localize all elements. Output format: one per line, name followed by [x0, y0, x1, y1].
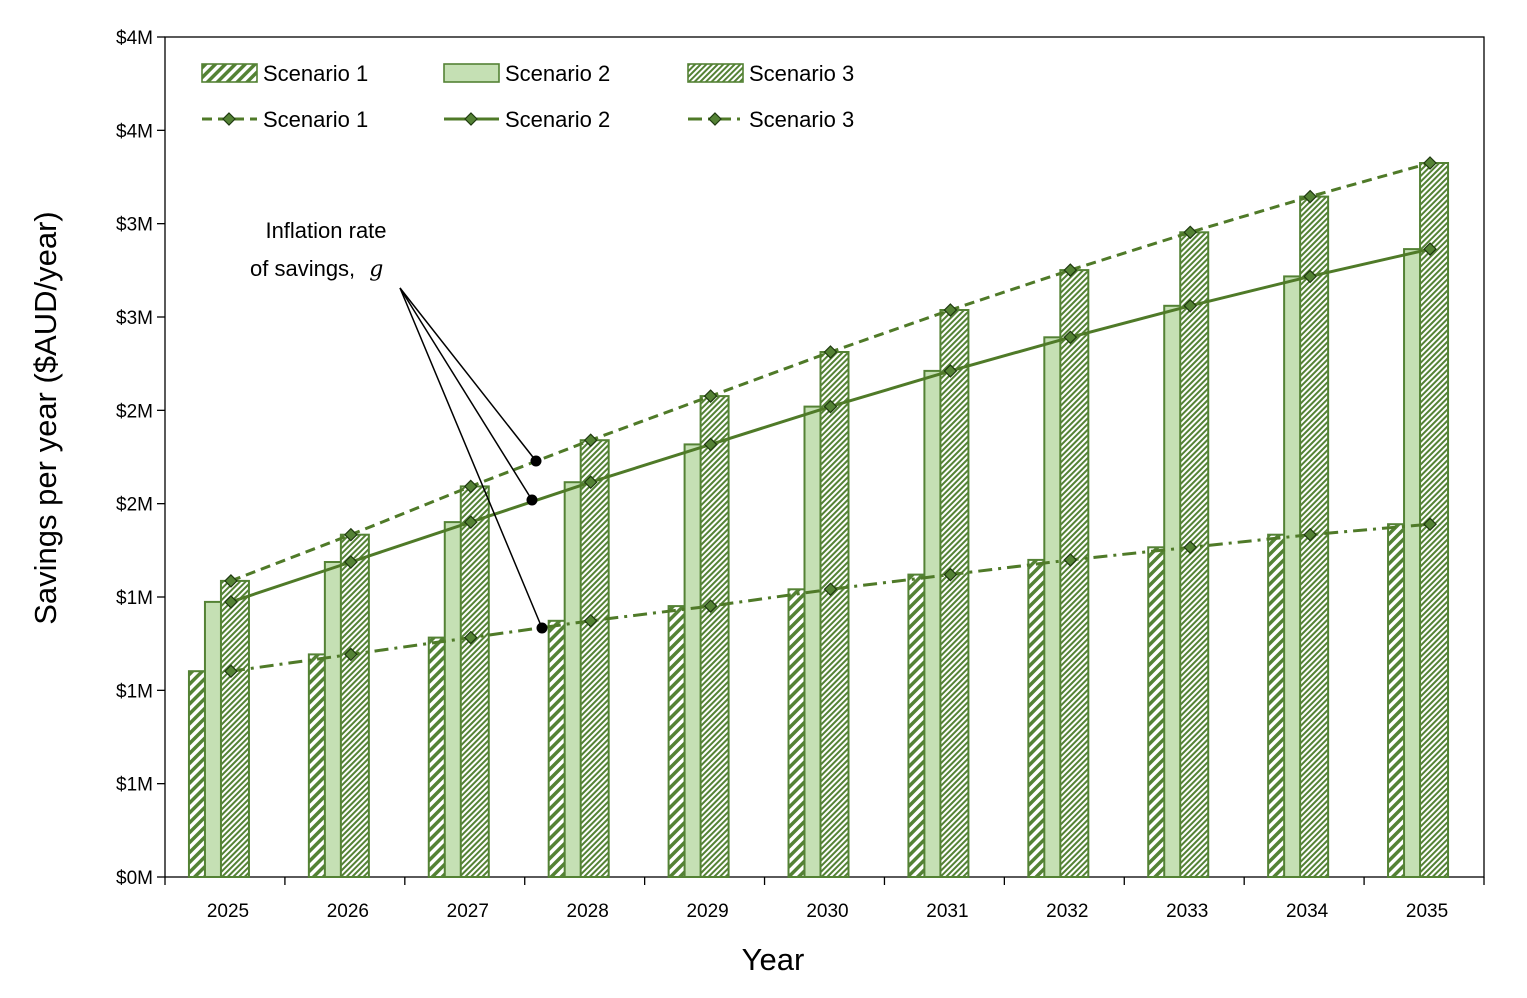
- x-tick-label: 2026: [327, 901, 369, 922]
- marker-3-2026: [344, 647, 358, 662]
- annotation-dot-3: [536, 622, 548, 634]
- legend-marker-2: [464, 112, 478, 126]
- bar-3-2033: [1179, 231, 1210, 879]
- x-axis-title: Year: [742, 942, 805, 977]
- line-scenario-3: [230, 522, 1431, 673]
- marker-2-2032: [1063, 330, 1078, 345]
- y-tick-label: $1M: [116, 681, 153, 702]
- y-axis-title: Savings per year ($AUD/year): [28, 211, 63, 625]
- marker-2-2031: [943, 364, 958, 378]
- marker-1-2030: [823, 345, 838, 359]
- marker-1-2032: [1063, 263, 1078, 277]
- x-tick-label: 2035: [1406, 901, 1448, 922]
- marker-1-2028: [583, 433, 598, 448]
- legend-label-bar-2: Scenario 2: [505, 61, 610, 86]
- marker-1-2026: [344, 527, 358, 542]
- y-tick-label: $2M: [116, 401, 153, 422]
- y-tick-label: $1M: [116, 775, 153, 796]
- x-tick-label: 2025: [207, 901, 249, 922]
- legend-label-bar-1: Scenario 1: [263, 61, 368, 86]
- annotation-line2: of savings, g: [250, 256, 383, 282]
- bar-3-2035: [1419, 162, 1450, 878]
- legend-label-line-1: Scenario 1: [263, 107, 368, 132]
- marker-3-2027: [463, 630, 478, 645]
- lines-layer: [224, 156, 1437, 679]
- legend-label-bar-3: Scenario 3: [749, 61, 854, 86]
- x-tick-label: 2028: [567, 901, 609, 922]
- annotation-symbol: g: [369, 257, 383, 282]
- annotation-pointer-2: [399, 287, 533, 501]
- x-tick-label: 2034: [1286, 901, 1329, 922]
- x-tick-label: 2030: [806, 901, 848, 922]
- annotation-line2-text: of savings,: [250, 256, 355, 281]
- marker-3-2028: [583, 613, 598, 628]
- marker-1-2035: [1423, 156, 1437, 170]
- bar-3-2025: [219, 579, 250, 879]
- annotation-pointer-3: [399, 287, 543, 629]
- bar-3-2031: [939, 309, 970, 878]
- x-tick-label: 2032: [1046, 901, 1088, 922]
- legend-swatch-bar-2: [443, 63, 500, 83]
- y-tick-label: $3M: [116, 308, 153, 329]
- legend-label-line-3: Scenario 3: [749, 107, 854, 132]
- marker-2-2026: [344, 555, 358, 569]
- marker-2-2033: [1183, 298, 1198, 313]
- y-tick-label: $3M: [116, 215, 153, 236]
- marker-2-2029: [703, 437, 718, 452]
- x-tick-label: 2031: [926, 901, 968, 922]
- bar-3-2032: [1059, 269, 1090, 879]
- legend-marker-3: [708, 112, 722, 126]
- marker-3-2031: [943, 567, 958, 582]
- bars-layer: [187, 162, 1450, 879]
- marker-2-2035: [1423, 242, 1437, 256]
- x-tick-label: 2027: [447, 901, 489, 922]
- x-tick-label: 2033: [1166, 901, 1208, 922]
- annotation: Inflation rate of savings, g: [250, 218, 548, 634]
- annotation-dot-2: [526, 494, 538, 506]
- bar-3-2030: [819, 351, 850, 878]
- marker-3-2033: [1183, 540, 1198, 555]
- annotation-pointers: [399, 287, 548, 634]
- annotation-line1: Inflation rate: [265, 218, 386, 243]
- marker-3-2032: [1063, 553, 1078, 567]
- marker-1-2029: [703, 389, 718, 403]
- y-tick-label: $1M: [116, 588, 153, 609]
- y-tick-label: $4M: [116, 28, 153, 49]
- legend: Scenario 1 Scenario 2 Scenario 3 Scenario 1…: [201, 61, 854, 132]
- marker-1-2025: [224, 574, 238, 588]
- marker-2-2034: [1303, 269, 1317, 284]
- y-tick-label: $2M: [116, 495, 153, 516]
- annotation-dot-1: [530, 455, 542, 467]
- bar-3-2027: [459, 485, 490, 878]
- marker-3-2030: [823, 582, 838, 597]
- marker-3-2025: [224, 664, 238, 679]
- marker-1-2033: [1183, 225, 1198, 240]
- y-tick-label: $4M: [116, 121, 153, 142]
- y-tick-label: $0M: [116, 868, 153, 889]
- x-tick-label: 2029: [686, 901, 728, 922]
- marker-2-2030: [823, 399, 838, 414]
- bar-3-2028: [579, 439, 610, 878]
- marker-3-2034: [1303, 527, 1317, 542]
- marker-1-2034: [1303, 189, 1317, 204]
- bar-3-2026: [339, 533, 370, 878]
- legend-marker-1: [222, 112, 236, 126]
- marker-2-2028: [583, 475, 598, 490]
- marker-3-2035: [1423, 517, 1437, 532]
- marker-2-2027: [463, 515, 478, 529]
- marker-1-2027: [463, 479, 478, 494]
- bar-3-2029: [699, 395, 730, 878]
- legend-label-line-2: Scenario 2: [505, 107, 610, 132]
- marker-3-2029: [703, 599, 718, 613]
- annotation-pointer-1: [399, 287, 537, 462]
- marker-2-2025: [224, 595, 238, 609]
- legend-swatch-bar-1: [201, 63, 258, 83]
- axes-layer: $0M $1M $1M $1M $2M $2M $3M $3M $4M $4M 2025 2026 20…: [116, 28, 1485, 922]
- legend-swatch-bar-3: [687, 63, 744, 83]
- marker-1-2031: [943, 303, 958, 317]
